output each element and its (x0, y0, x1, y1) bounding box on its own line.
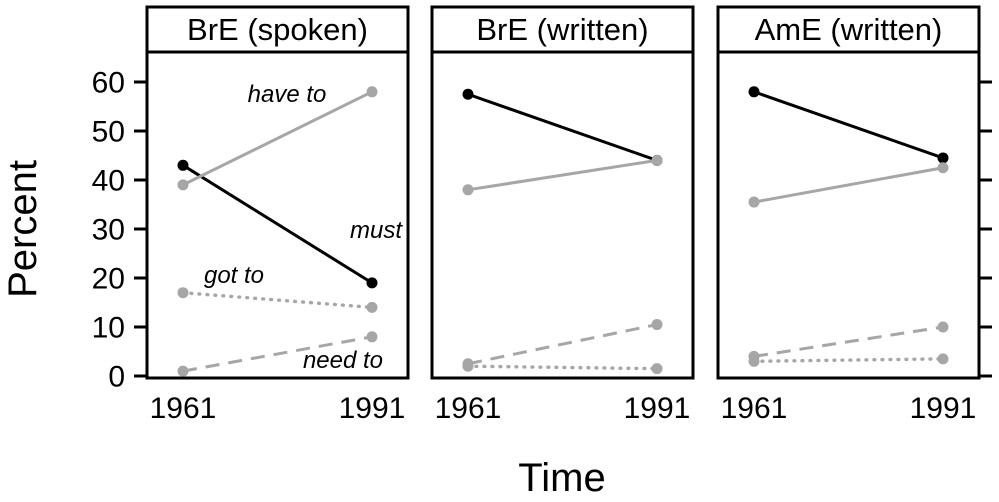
panel-title: BrE (written) (476, 12, 648, 47)
data-point-must-1991 (937, 152, 949, 164)
data-point-need-to-1991 (937, 321, 949, 333)
panel-strip (145, 5, 410, 54)
data-point-have-to-1961 (462, 184, 474, 196)
x-tick-label: 1991 (624, 392, 691, 425)
data-point-need-to-1961 (462, 358, 474, 370)
data-point-need-to-1991 (366, 331, 378, 343)
panel-title: BrE (spoken) (187, 12, 368, 47)
panel-strip (716, 5, 981, 54)
y-axis-title: Percent (1, 160, 45, 298)
data-point-got-to-1991 (651, 363, 663, 375)
data-point-have-to-1961 (177, 179, 189, 191)
data-point-got-to-1961 (177, 287, 189, 299)
series-line-need-to (467, 323, 658, 366)
x-tick-label: 1991 (339, 392, 406, 425)
series-line-must (182, 164, 373, 285)
series-label-need-to: need to (303, 347, 383, 374)
series-line-got-to (752, 357, 945, 363)
panel-1: BrE (spoken) 0 10 20 30 40 50 60 have to must got … (92, 5, 410, 425)
data-point-need-to-1991 (651, 319, 663, 331)
panel-frame (716, 50, 981, 380)
data-point-got-to-1991 (366, 301, 378, 313)
x-tick-label: 1991 (910, 392, 977, 425)
x-tick-label: 1961 (150, 392, 217, 425)
series-line-have-to (753, 166, 944, 204)
y-tick-label: 40 (92, 165, 125, 198)
panel-frame (430, 50, 695, 380)
y-tick-label: 0 (108, 361, 125, 394)
series-label-got-to: got to (204, 262, 264, 289)
series-line-got-to (466, 364, 659, 371)
x-axis-title: Time (518, 456, 605, 500)
x-tick-label: 1961 (721, 392, 788, 425)
y-tick-label: 60 (92, 67, 125, 100)
series-line-must (753, 90, 944, 160)
series-line-got-to (181, 291, 374, 310)
series-line-have-to (182, 90, 373, 187)
panel-2: BrE (written) 1961 1991 (430, 5, 695, 425)
y-tick-label: 10 (92, 312, 125, 345)
data-point-have-to-1961 (748, 196, 760, 208)
series-label-have-to: have to (248, 81, 327, 108)
data-point-must-1991 (366, 277, 378, 289)
panel-strip (430, 5, 695, 54)
series-label-must: must (350, 217, 403, 244)
panel-frame (145, 50, 410, 380)
data-point-have-to-1991 (937, 162, 949, 174)
series-line-need-to (182, 335, 373, 373)
series-line-need-to (753, 325, 944, 358)
panel-3: AmE (written) 1961 1991 (716, 5, 992, 425)
data-point-must-1961 (177, 159, 189, 171)
x-tick-label: 1961 (435, 392, 502, 425)
series-line-have-to (467, 158, 658, 192)
data-point-need-to-1961 (748, 350, 760, 362)
data-point-have-to-1991 (651, 154, 663, 166)
y-tick-label: 20 (92, 263, 125, 296)
data-point-got-to-1991 (937, 353, 949, 365)
y-tick-label: 50 (92, 116, 125, 149)
data-point-must-1961 (748, 86, 760, 98)
panel-title: AmE (written) (755, 12, 943, 47)
data-point-have-to-1991 (366, 86, 378, 98)
y-tick-label: 30 (92, 214, 125, 247)
data-point-must-1961 (462, 88, 474, 100)
series-line-must (467, 92, 658, 162)
data-point-need-to-1961 (177, 365, 189, 377)
